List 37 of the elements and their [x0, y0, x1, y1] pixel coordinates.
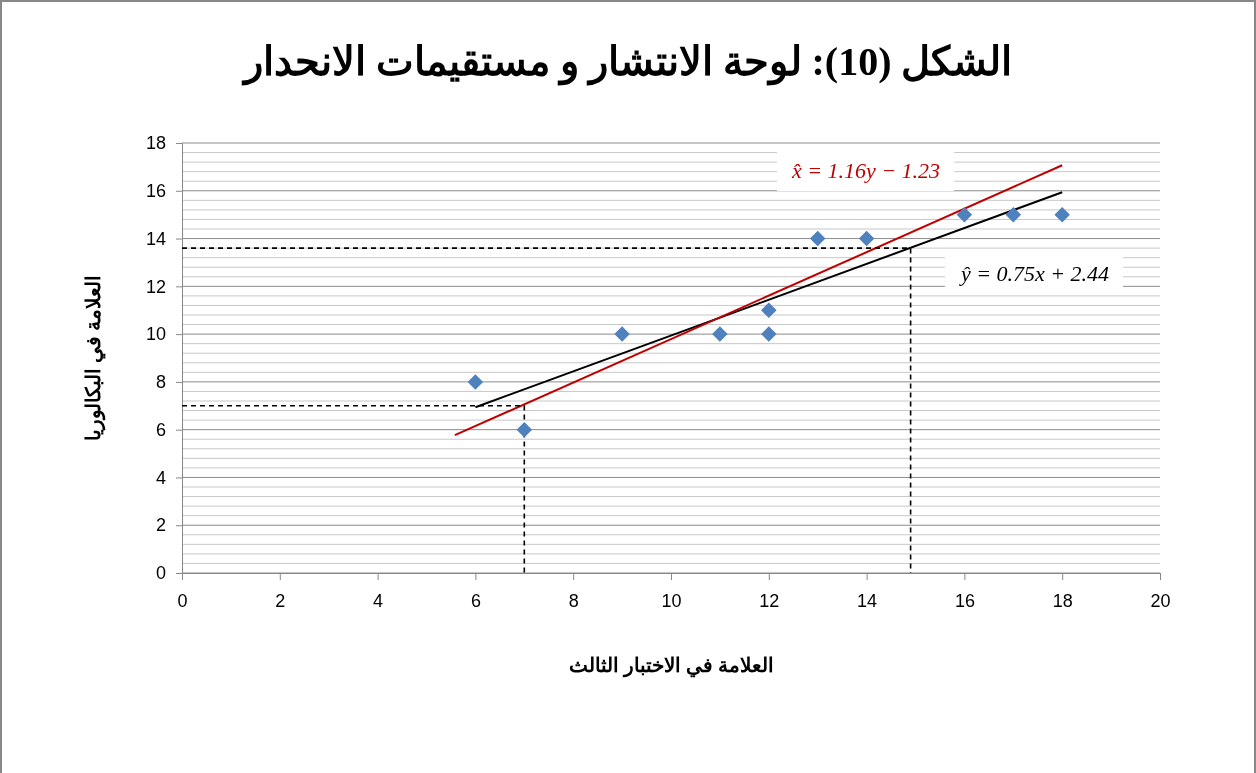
y-tick-label: 2 — [155, 515, 166, 536]
y-tick-label: 18 — [145, 133, 166, 154]
x-tick-label: 0 — [177, 590, 188, 611]
y-tick-label: 10 — [145, 324, 166, 345]
point — [712, 326, 728, 342]
point — [467, 374, 484, 390]
point — [858, 230, 875, 247]
y-axis-title: العلامة في البكالوريا — [82, 275, 106, 441]
x-tick-label: 18 — [1052, 590, 1073, 611]
y-tick-label: 14 — [145, 228, 166, 249]
point — [761, 302, 777, 318]
y-tick-label: 16 — [145, 181, 166, 202]
point — [1054, 206, 1070, 223]
point — [516, 421, 533, 438]
x-tick-label: 8 — [568, 590, 579, 611]
point — [956, 206, 973, 223]
x-tick-label: 20 — [1150, 590, 1171, 611]
y-tick-label: 8 — [155, 372, 166, 393]
x-axis-title: العلامة في الاختبار الثالث — [568, 654, 774, 678]
y-tick-label: 12 — [145, 276, 166, 297]
y-tick-label: 0 — [155, 563, 166, 584]
annotation: ŷ = 0.75x + 2.44 — [958, 261, 1110, 287]
x-tick-label: 12 — [759, 590, 780, 611]
y-tick-label: 6 — [155, 419, 166, 440]
point — [614, 326, 630, 342]
point — [1005, 206, 1022, 223]
x-tick-label: 14 — [857, 590, 878, 611]
x-tick-label: 16 — [954, 590, 975, 611]
x-tick-label: 2 — [275, 590, 286, 611]
point — [761, 326, 777, 342]
point — [809, 230, 826, 247]
annotation: x̂ = 1.16y − 1.23 — [790, 158, 941, 184]
x-tick-label: 4 — [373, 590, 384, 611]
chart-title: الشكل (10): لوحة الانتشار و مستقيمات الانحدار — [240, 39, 1013, 86]
y-tick-label: 4 — [155, 467, 166, 488]
x-tick-label: 10 — [661, 590, 682, 611]
x-tick-label: 6 — [470, 590, 481, 611]
